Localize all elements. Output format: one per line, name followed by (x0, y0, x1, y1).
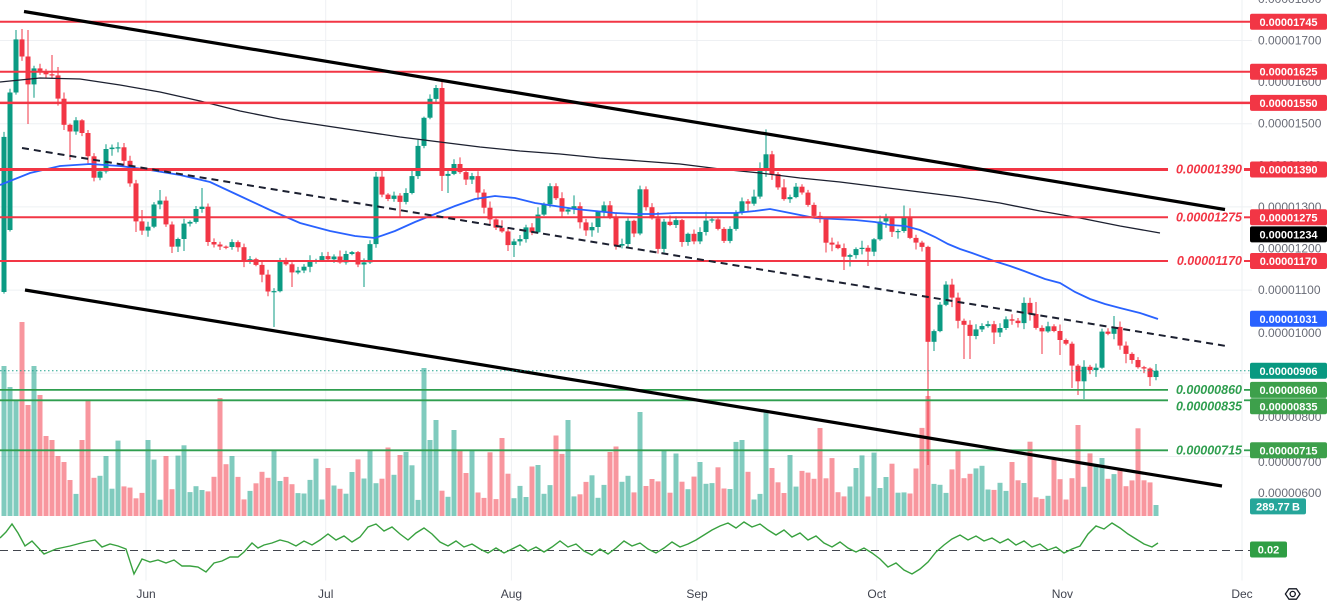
svg-text:0.00000860: 0.00000860 (1176, 383, 1242, 397)
svg-text:0.00000715: 0.00000715 (1259, 445, 1317, 457)
svg-text:0.00000700: 0.00000700 (1258, 455, 1322, 469)
svg-text:0.00001200: 0.00001200 (1258, 242, 1322, 256)
svg-text:0.00000835: 0.00000835 (1259, 401, 1317, 413)
svg-text:0.00001275: 0.00001275 (1176, 211, 1243, 225)
svg-text:0.00001390: 0.00001390 (1176, 163, 1242, 177)
svg-text:0.00001031: 0.00001031 (1259, 314, 1317, 326)
svg-text:0.00001800: 0.00001800 (1258, 0, 1322, 6)
svg-text:Jun: Jun (136, 587, 155, 601)
svg-text:0.00001550: 0.00001550 (1259, 98, 1317, 110)
svg-text:289.77 B: 289.77 B (1256, 501, 1300, 513)
svg-text:0.00001170: 0.00001170 (1177, 254, 1242, 268)
svg-text:0.00000715: 0.00000715 (1176, 444, 1243, 458)
svg-text:Dec: Dec (1231, 587, 1252, 601)
svg-text:0.00000906: 0.00000906 (1259, 366, 1317, 378)
svg-text:0.00001000: 0.00001000 (1258, 326, 1322, 340)
svg-text:0.00001234: 0.00001234 (1259, 229, 1318, 241)
svg-text:0.00000835: 0.00000835 (1176, 399, 1243, 413)
svg-text:0.00001275: 0.00001275 (1259, 212, 1317, 224)
svg-text:0.00001390: 0.00001390 (1259, 165, 1317, 177)
svg-text:0.00001700: 0.00001700 (1258, 34, 1322, 48)
svg-text:Aug: Aug (501, 587, 522, 601)
svg-text:0.02: 0.02 (1258, 545, 1279, 557)
svg-text:0.00000860: 0.00000860 (1259, 385, 1317, 397)
svg-text:0.00000600: 0.00000600 (1258, 486, 1322, 500)
svg-text:Nov: Nov (1052, 587, 1073, 601)
svg-text:0.00001745: 0.00001745 (1259, 17, 1317, 29)
svg-text:0.00001500: 0.00001500 (1258, 117, 1322, 131)
svg-text:Jul: Jul (318, 587, 333, 601)
svg-text:0.00001625: 0.00001625 (1259, 67, 1317, 79)
svg-text:Sep: Sep (686, 587, 708, 601)
svg-text:0.00001100: 0.00001100 (1258, 283, 1321, 297)
svg-text:0.00001170: 0.00001170 (1260, 256, 1318, 268)
svg-text:Oct: Oct (867, 587, 886, 601)
